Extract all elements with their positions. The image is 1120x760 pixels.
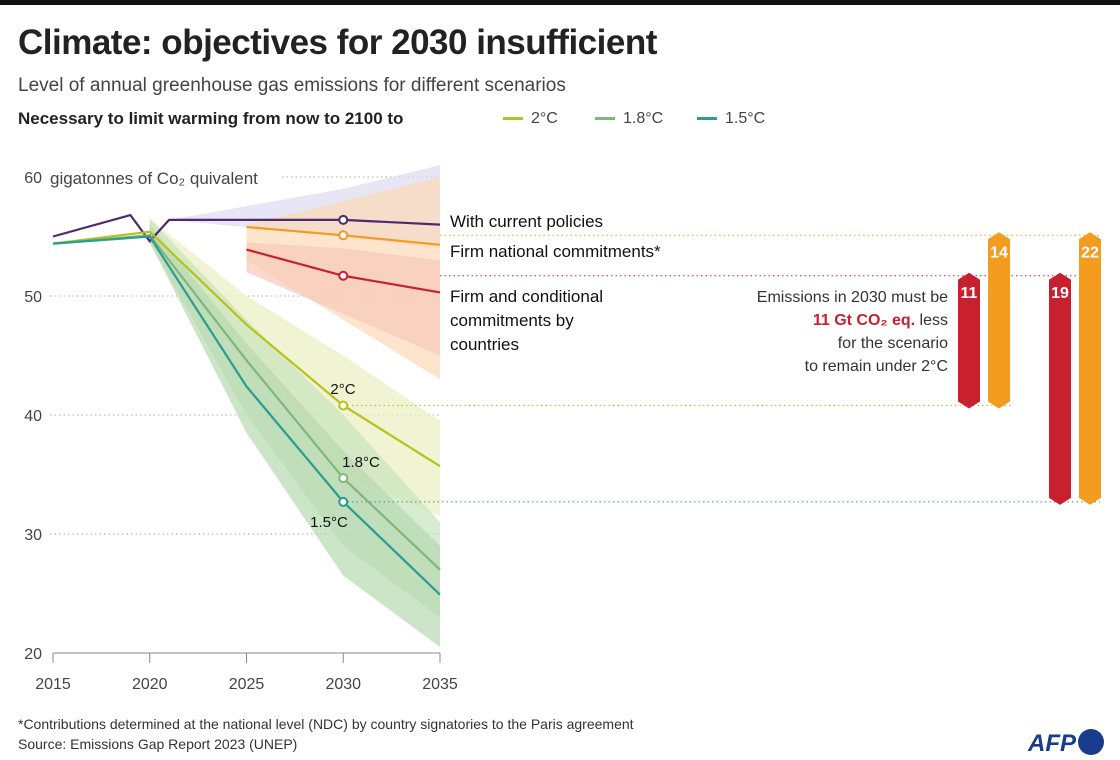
series-line <box>52 235 441 596</box>
series-label-current-policies: With current policies <box>450 212 603 231</box>
annotation-line: for the scenario <box>838 335 948 352</box>
annotation-line: 11 Gt CO₂ eq. less <box>813 312 948 329</box>
series-line <box>52 213 441 243</box>
legend-item-1-8c: 1.8°C <box>595 110 663 128</box>
point-2030 <box>338 270 349 281</box>
gap-bar-value: 19 <box>1051 285 1069 302</box>
x-tick-label: 2030 <box>325 676 361 693</box>
point-2030 <box>338 473 349 484</box>
point-2030 <box>338 214 349 225</box>
y-tick-label: 40 <box>24 408 42 425</box>
y-tick-label: 30 <box>24 527 42 544</box>
annotation-line: to remain under 2°C <box>805 358 948 375</box>
gap-bar-value: 14 <box>990 244 1008 261</box>
x-tick-label: 2020 <box>132 676 168 693</box>
series-line <box>52 230 441 468</box>
label-1-8c: 1.8°C <box>342 454 380 471</box>
annotation-line: Emissions in 2030 must be <box>757 289 948 306</box>
legend-item-2c: 2°C <box>503 110 558 128</box>
footnote: *Contributions determined at the nationa… <box>18 714 634 754</box>
logo-text: AFP <box>1028 730 1076 757</box>
point-2030 <box>338 496 349 507</box>
legend-title: Necessary to limit warming from now to 2… <box>18 109 404 128</box>
x-tick-label: 2035 <box>422 676 458 693</box>
gap-bar-value: 11 <box>961 285 978 302</box>
series-label-conditional: Firm and conditional <box>450 287 603 306</box>
source-text: Source: Emissions Gap Report 2023 (UNEP) <box>18 736 298 752</box>
logo-dot <box>1078 729 1104 755</box>
footnote-text: *Contributions determined at the nationa… <box>18 716 634 732</box>
gap-bar <box>1049 272 1071 505</box>
afp-logo: AFP <box>1028 729 1104 758</box>
label-1-5c: 1.5°C <box>310 514 348 531</box>
legend-label: 1.8°C <box>623 110 664 127</box>
gap-bar <box>1079 232 1101 505</box>
point-2030 <box>338 400 349 411</box>
chart-title: Climate: objectives for 2030 insufficien… <box>18 23 657 62</box>
point-2030 <box>338 230 349 241</box>
x-tick-label: 2015 <box>35 676 71 693</box>
x-tick-label: 2025 <box>229 676 265 693</box>
series-label-conditional: commitments by <box>450 311 574 330</box>
gap-bar-value: 22 <box>1081 244 1099 261</box>
y-tick-label: 20 <box>24 646 42 663</box>
label-2c: 2°C <box>330 381 355 398</box>
series-label-firm-national: Firm national commitments* <box>450 242 661 261</box>
legend-label: 2°C <box>531 110 558 127</box>
y-axis-label: gigatonnes of Co₂ quivalent <box>50 169 258 188</box>
gap-bar <box>958 272 980 409</box>
gap-bar <box>988 232 1010 409</box>
series-label-conditional: countries <box>450 335 519 354</box>
uncertainty-band <box>246 242 440 356</box>
legend-label: 1.5°C <box>725 110 766 127</box>
chart-subtitle: Level of annual greenhouse gas emissions… <box>18 75 566 96</box>
y-tick-label: 50 <box>24 289 42 306</box>
legend-item-1-5c: 1.5°C <box>697 110 765 128</box>
y-tick-label: 60 <box>24 170 42 187</box>
